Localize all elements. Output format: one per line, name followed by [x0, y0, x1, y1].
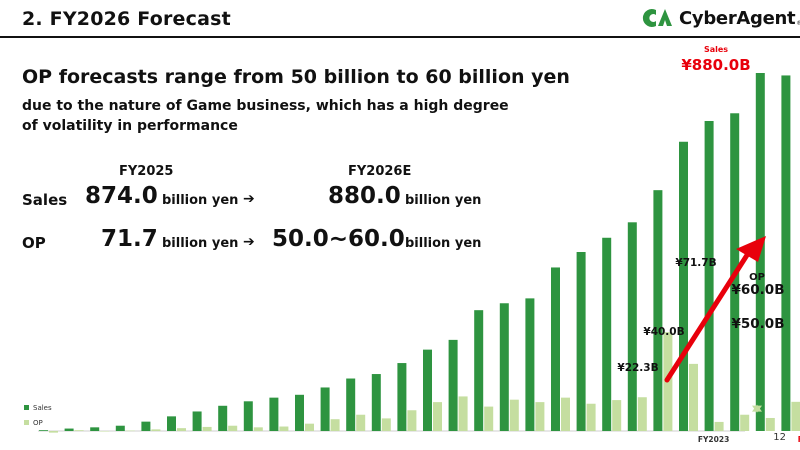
sales-bar	[346, 378, 356, 431]
sales-row-label: Sales	[22, 191, 68, 209]
sales-annotation-value: ¥880.0B	[681, 56, 750, 74]
page-number: 12	[773, 432, 786, 443]
op-bar	[125, 430, 135, 432]
sales-bar	[269, 397, 279, 431]
sales-bar	[115, 425, 125, 431]
sales-bar	[423, 349, 432, 431]
sales-bar	[243, 401, 253, 431]
headline: OP forecasts range from 50 billion to 60…	[22, 66, 570, 88]
op-bar	[509, 399, 519, 431]
x-tick-label: FY2023	[698, 435, 729, 444]
column-header-fy2025: FY2025	[119, 164, 174, 179]
op-value-label: ¥22.3B	[617, 362, 658, 374]
sales-bar	[448, 339, 458, 431]
op-range-high-label: ¥60.0B	[732, 282, 785, 298]
op-bar	[330, 419, 340, 431]
sales-fy2026-unit: billion yen	[405, 193, 482, 208]
op-value-label: ¥40.0B	[643, 326, 684, 338]
sales-fy2026-value: 880.0	[328, 183, 401, 209]
sales-bar	[525, 298, 535, 431]
sales-bar	[602, 237, 612, 431]
sales-bar	[64, 428, 74, 431]
sales-bar	[167, 416, 176, 431]
sales-bar	[141, 421, 151, 431]
op-bar	[49, 431, 58, 433]
op-fy2026-value: 50.0~60.0	[272, 226, 405, 252]
sales-bar	[371, 374, 381, 431]
sales-bar	[320, 387, 330, 431]
op-bar	[356, 414, 366, 431]
legend-sales-swatch	[24, 405, 29, 410]
cyberagent-logo-icon	[642, 9, 672, 28]
company-logo: CyberAgent ®	[641, 6, 800, 30]
sales-bar	[474, 310, 484, 431]
op-arrow-icon: ➔	[243, 234, 255, 250]
sales-bar	[397, 363, 407, 431]
sales-bar	[551, 267, 560, 431]
op-bar	[637, 397, 647, 431]
op-bar	[407, 410, 417, 431]
sales-bar	[704, 121, 714, 431]
logo-text: CyberAgent	[679, 7, 796, 29]
op-bar	[586, 403, 596, 431]
slide-title: 2. FY2026 Forecast	[22, 8, 231, 30]
op-bar	[433, 402, 442, 431]
op-bar	[228, 425, 238, 431]
title-divider	[0, 36, 800, 38]
op-bar	[74, 430, 84, 431]
op-bar	[151, 429, 161, 431]
sales-bar	[90, 427, 100, 431]
sales-bar	[653, 190, 663, 431]
op-bar	[791, 401, 800, 431]
sales-annotation-label: Sales	[704, 45, 728, 54]
op-bar	[177, 428, 186, 431]
op-fy2025-unit: billion yen	[162, 236, 239, 251]
sales-bar	[679, 141, 688, 432]
op-bar	[100, 431, 110, 432]
legend-op-label: OP	[33, 419, 43, 427]
trend-arrow-head-icon	[736, 236, 766, 262]
op-bar	[561, 397, 570, 431]
op-bar	[381, 418, 391, 431]
sales-bar	[781, 75, 791, 431]
sales-arrow-icon: ➔	[243, 191, 255, 207]
sales-bar	[499, 303, 509, 431]
op-range-low-label: ¥50.0B	[732, 316, 785, 332]
op-bar	[714, 421, 724, 431]
op-bar	[202, 426, 212, 431]
sales-bar	[192, 411, 202, 431]
logo-registered-mark: ®	[796, 19, 800, 27]
legend-sales-label: Sales	[33, 404, 52, 412]
sales-bar	[295, 394, 304, 431]
op-value-label: ¥71.7B	[675, 257, 716, 269]
sales-fy2025-value: 874.0	[85, 183, 158, 209]
x-tick-label: FY2026E	[798, 435, 800, 444]
sales-bar	[39, 430, 48, 431]
sales-bar	[627, 222, 637, 431]
op-bar	[740, 414, 750, 431]
op-bar	[765, 417, 775, 431]
op-bar	[612, 400, 622, 431]
column-header-fy2026: FY2026E	[348, 164, 412, 179]
legend-op-swatch	[24, 420, 29, 425]
op-bar	[253, 427, 263, 431]
op-row-label: OP	[22, 234, 46, 252]
subheadline: due to the nature of Game business, whic…	[22, 98, 509, 134]
op-bar	[689, 363, 698, 431]
op-bar	[484, 406, 494, 431]
op-range-label: OP	[749, 272, 765, 283]
op-bar	[458, 396, 468, 431]
sales-fy2025-unit: billion yen	[162, 193, 239, 208]
op-fy2026-unit: billion yen	[405, 236, 482, 251]
trend-arrow-shaft	[664, 249, 752, 383]
op-bar	[305, 423, 314, 431]
op-bar	[535, 402, 545, 431]
sales-bar	[218, 405, 228, 431]
sales-bar	[576, 252, 586, 431]
op-range-arrow-down-icon	[752, 405, 762, 413]
op-bar	[279, 426, 289, 431]
op-fy2025-value: 71.7	[101, 226, 158, 252]
